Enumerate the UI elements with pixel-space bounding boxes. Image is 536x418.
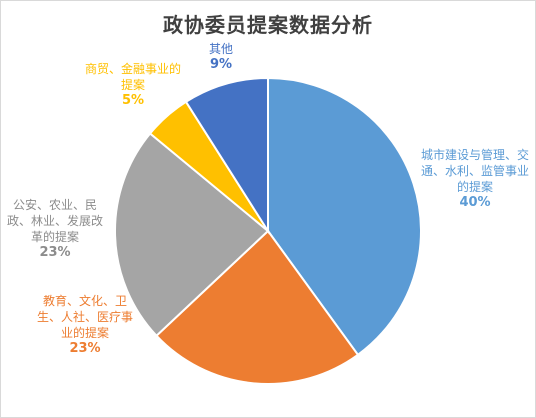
- slice-name: 其他: [208, 42, 233, 56]
- slice-name: 教育、文化、卫生、人社、医疗事业的提案: [36, 294, 133, 340]
- slice-percent: 9%: [209, 57, 233, 72]
- chart-title: 政协委员提案数据分析: [163, 13, 373, 37]
- slice-label-other: 其他 9%: [191, 41, 251, 73]
- slice-percent: 40%: [459, 195, 491, 210]
- pie-slice-2: [114, 132, 270, 338]
- slice-label-education: 教育、文化、卫生、人社、医疗事业的提案 23%: [35, 293, 135, 357]
- slice-percent: 23%: [39, 245, 71, 260]
- pie-slice-0: [267, 76, 422, 357]
- pie-slice-4: [184, 76, 269, 235]
- pie-slice-1: [155, 229, 360, 385]
- slice-percent: 23%: [69, 341, 101, 356]
- slice-label-public-security: 公安、农业、民政、林业、发展改革的提案 23%: [3, 197, 107, 261]
- slice-label-urban: 城市建设与管理、交通、水利、监管事业的提案 40%: [419, 147, 531, 211]
- slice-percent: 5%: [121, 93, 145, 108]
- slice-name: 城市建设与管理、交通、水利、监管事业的提案: [420, 148, 529, 194]
- slice-label-commerce: 商贸、金融事业的提案 5%: [81, 61, 185, 109]
- slice-name: 商贸、金融事业的提案: [84, 62, 181, 92]
- slice-name: 公安、农业、民政、林业、发展改革的提案: [6, 198, 103, 244]
